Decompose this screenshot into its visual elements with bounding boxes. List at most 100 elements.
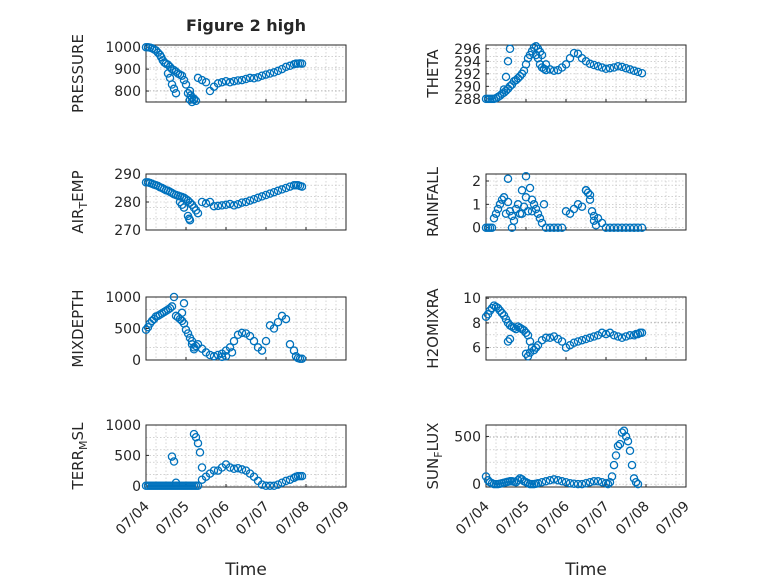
data-point [493, 204, 503, 214]
data-point [623, 436, 633, 446]
data-point [531, 343, 541, 352]
data-point [585, 333, 595, 343]
data-point [633, 67, 643, 77]
y-tick-label: 0 [132, 479, 141, 495]
data-point [487, 303, 497, 313]
axes-border [145, 44, 347, 103]
data-point [167, 80, 177, 89]
data-point [613, 332, 623, 341]
y-tick-label: 280 [114, 195, 141, 211]
data-point [569, 338, 579, 347]
data-point [297, 182, 307, 191]
data-point [573, 337, 583, 346]
data-point [225, 343, 235, 352]
data-point [525, 348, 535, 357]
data-point [487, 223, 497, 232]
data-point [197, 197, 207, 207]
data-point [507, 211, 517, 221]
data-point [171, 478, 181, 487]
data-point [257, 480, 267, 489]
data-point [249, 74, 259, 83]
data-point [621, 432, 631, 441]
data-point [605, 477, 615, 487]
data-point [521, 193, 531, 202]
x-tick-label: 07/08 [273, 499, 313, 539]
data-point [193, 208, 203, 218]
data-point [521, 349, 531, 359]
data-point [601, 223, 611, 232]
data-point [177, 71, 187, 80]
y-axis-label: TERRMSL [69, 422, 90, 491]
data-point [549, 66, 559, 75]
data-point [273, 66, 283, 76]
data-point [169, 84, 179, 94]
data-point [499, 85, 509, 94]
y-tick-label: 1000 [105, 290, 141, 306]
y-tick-label: 500 [114, 448, 141, 464]
data-point [265, 69, 275, 78]
data-point [237, 328, 247, 338]
data-point [569, 479, 579, 488]
data-point [517, 186, 527, 195]
y-axis-label: THETA [424, 49, 442, 99]
data-point [609, 63, 619, 72]
data-point [171, 88, 181, 98]
axes-border [485, 296, 687, 361]
data-point [233, 199, 243, 209]
data-point [609, 223, 619, 232]
data-point [507, 223, 517, 232]
data-point [617, 62, 627, 72]
data-point [593, 477, 603, 486]
data-point [609, 331, 619, 340]
subplot-7: 0 500 1000 07/04 07/05 07/06 07/07 07/08 07/09 Ti… [69, 418, 353, 580]
data-point [245, 73, 255, 83]
data-point [633, 329, 643, 339]
x-tick-label: 07/04 [113, 498, 153, 538]
data-point [269, 481, 279, 491]
x-tick-label: 07/04 [453, 498, 493, 538]
data-point [491, 209, 501, 218]
data-point [633, 223, 643, 232]
data-point [589, 332, 599, 341]
data-point [593, 62, 603, 71]
data-point [261, 481, 271, 491]
data-point [181, 80, 191, 89]
data-point [281, 183, 291, 193]
data-point [511, 324, 521, 334]
data-point [233, 463, 243, 473]
data-point [141, 325, 151, 335]
data-point [165, 304, 175, 313]
data-point [585, 195, 595, 204]
data-point [517, 209, 527, 218]
data-point [229, 201, 239, 210]
data-point [213, 201, 223, 211]
data-point [561, 60, 571, 69]
data-point [527, 207, 537, 216]
data-point [589, 477, 599, 486]
x-tick-label: 07/07 [573, 499, 613, 539]
data-point [597, 328, 607, 338]
data-point [591, 221, 601, 230]
data-point [545, 476, 555, 485]
data-point [489, 214, 499, 223]
data-point [503, 337, 513, 346]
data-point [605, 63, 615, 73]
y-axis-label: PRESSURE [69, 34, 87, 113]
data-point [601, 329, 611, 339]
data-point [625, 65, 635, 74]
data-point [179, 75, 189, 85]
data-point [233, 76, 243, 85]
data-point [557, 477, 567, 486]
subplot-3: 270 280 290 AIRTEMP [69, 167, 347, 239]
data-point [505, 44, 515, 54]
data-point [557, 337, 567, 346]
data-point [281, 62, 291, 72]
data-point [553, 476, 563, 485]
data-point [281, 314, 291, 324]
data-point [609, 460, 619, 470]
y-axis-label: AIRTEMP [69, 170, 90, 233]
data-point [229, 76, 239, 86]
subplot-1: 800 900 1000 PRESSURE Figure 2 high [69, 16, 347, 113]
